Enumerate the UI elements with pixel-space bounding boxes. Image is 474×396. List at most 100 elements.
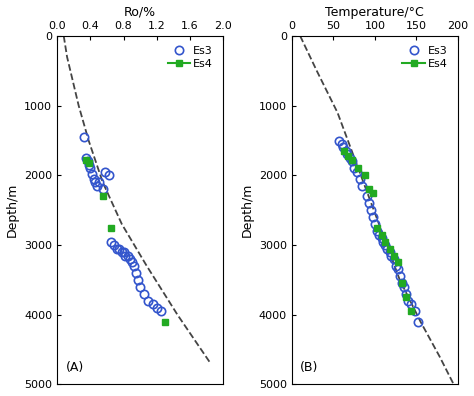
Es3 [111,243,117,248]
Es3 [354,169,359,174]
Es3 [117,246,122,251]
Es3 [379,236,384,240]
Es3 [102,169,108,174]
Es3 [86,162,91,167]
Es3 [374,229,380,234]
Es3 [380,239,386,244]
Es3 [158,309,164,314]
Line: Es4: Es4 [341,147,414,315]
Es3 [405,299,411,303]
Es4 [162,319,168,324]
Es3 [347,156,353,160]
Es3 [108,239,114,244]
Es4 [86,160,91,165]
Es3 [100,187,106,192]
Es3 [337,138,342,143]
Es3 [357,177,363,181]
Es4 [83,158,89,162]
Es4 [387,246,392,251]
Es3 [89,171,95,176]
Es3 [119,249,125,254]
Es4 [356,166,361,171]
Es3 [412,309,418,314]
Line: Es3: Es3 [80,133,165,316]
Es3 [150,302,155,307]
Es3 [345,152,350,157]
Es3 [94,183,100,188]
Es3 [400,281,405,286]
Es4 [395,260,401,265]
Es3 [384,246,390,251]
Es3 [382,243,388,248]
Es4 [400,281,405,286]
Es4 [341,148,347,153]
Es3 [366,201,372,206]
Es3 [88,166,93,171]
Es3 [368,208,374,213]
Es4 [108,225,114,230]
Es3 [122,253,128,258]
Es3 [83,156,89,160]
Es3 [401,284,407,289]
Es4 [408,309,413,314]
Es4 [391,253,397,258]
Legend: Es3, Es4: Es3, Es4 [163,42,218,74]
Es4 [366,187,372,192]
Y-axis label: Depth/m: Depth/m [6,183,18,237]
Es3 [136,278,141,282]
Es3 [137,284,143,289]
Es3 [129,260,135,265]
Es3 [96,180,101,185]
Es3 [131,264,137,268]
Es3 [364,194,369,199]
Es3 [146,299,151,303]
Es4 [346,154,351,158]
Es4 [403,295,409,300]
X-axis label: Ro/%: Ro/% [124,6,156,19]
Es3 [154,305,160,310]
Es3 [395,267,401,272]
Es4 [370,190,376,195]
Es3 [128,257,133,261]
Es3 [391,257,397,261]
Es3 [106,173,111,178]
X-axis label: Temperature/°C: Temperature/°C [326,6,424,19]
Es3 [141,291,147,296]
Es3 [340,145,346,150]
Line: Es3: Es3 [335,136,422,326]
Es4 [382,239,388,244]
Line: Es4: Es4 [82,156,168,325]
Es4 [379,232,384,237]
Es3 [81,135,86,139]
Es3 [415,319,421,324]
Text: (B): (B) [300,361,319,374]
Es4 [362,173,368,178]
Es3 [376,232,382,237]
Es3 [339,142,345,147]
Es3 [114,246,120,251]
Es3 [351,166,357,171]
Es4 [100,194,106,199]
Es3 [91,177,97,181]
Es3 [349,159,355,164]
Es3 [389,253,394,258]
Es3 [372,222,378,227]
Es4 [374,225,380,230]
Es3 [397,274,402,279]
Es3 [393,264,399,268]
Es3 [360,183,365,188]
Es3 [125,253,130,258]
Es3 [92,180,98,185]
Legend: Es3, Es4: Es3, Es4 [398,42,452,74]
Es4 [350,158,356,162]
Es3 [121,249,127,254]
Es3 [133,270,139,275]
Es3 [387,249,392,254]
Es3 [408,302,413,307]
Es3 [85,159,91,164]
Es3 [370,215,376,219]
Es3 [343,148,349,153]
Text: (A): (A) [65,361,83,374]
Y-axis label: Depth/m: Depth/m [240,183,253,237]
Es3 [403,291,409,296]
